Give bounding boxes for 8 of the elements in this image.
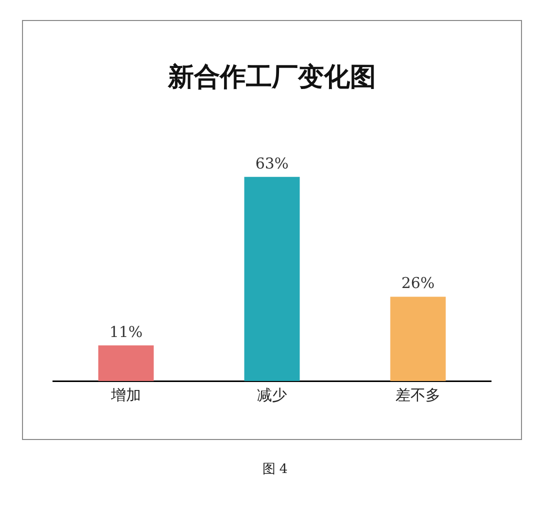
x-tick-label: 增加 [110,386,141,404]
x-tick-label: 差不多 [396,386,440,404]
data-label: 63% [255,154,289,172]
chart-title: 新合作工厂变化图 [167,62,376,92]
x-tick-label: 减少 [257,386,287,404]
caption: 图 4 [261,461,289,478]
data-label: 26% [401,274,435,292]
data-label: 11% [109,322,143,341]
